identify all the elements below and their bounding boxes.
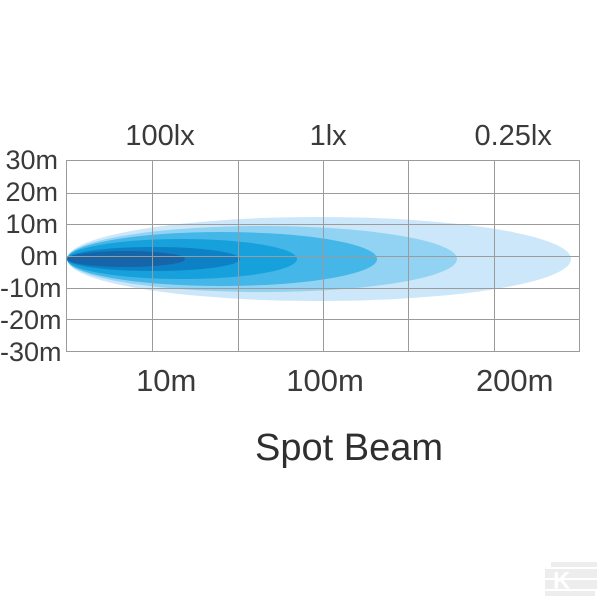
gridline-horizontal	[67, 224, 579, 226]
plot-area	[66, 160, 580, 352]
top-axis-tick-label: 1lx	[309, 120, 347, 152]
logo-stripes	[545, 562, 597, 596]
x-axis-tick-label: 100m	[286, 363, 364, 398]
kramp-k-logo-watermark: K	[545, 562, 597, 596]
x-axis-tick-label: 200m	[475, 363, 554, 398]
y-axis-tick-label: 0m	[20, 241, 58, 271]
gridline-horizontal	[67, 192, 579, 194]
y-axis-tick-label: 30m	[5, 145, 58, 175]
y-axis-tick-label: -20m	[0, 305, 62, 335]
beam-zone	[67, 251, 186, 267]
y-axis-tick-label: -30m	[0, 337, 62, 367]
y-axis-tick-label: 10m	[5, 209, 58, 239]
gridline-horizontal	[67, 256, 579, 257]
top-axis-tick-label: 100lx	[125, 120, 195, 152]
gridline-horizontal	[67, 287, 579, 289]
gridline-horizontal	[67, 319, 579, 321]
y-axis-tick-label: -10m	[0, 273, 62, 303]
top-axis-tick-label: 0.25lx	[474, 120, 552, 152]
y-axis-tick-label: 20m	[5, 177, 58, 207]
logo-letter-k: K	[553, 568, 571, 595]
x-axis-tick-label: 10m	[136, 363, 197, 398]
chart-title: Spot Beam	[255, 427, 443, 469]
